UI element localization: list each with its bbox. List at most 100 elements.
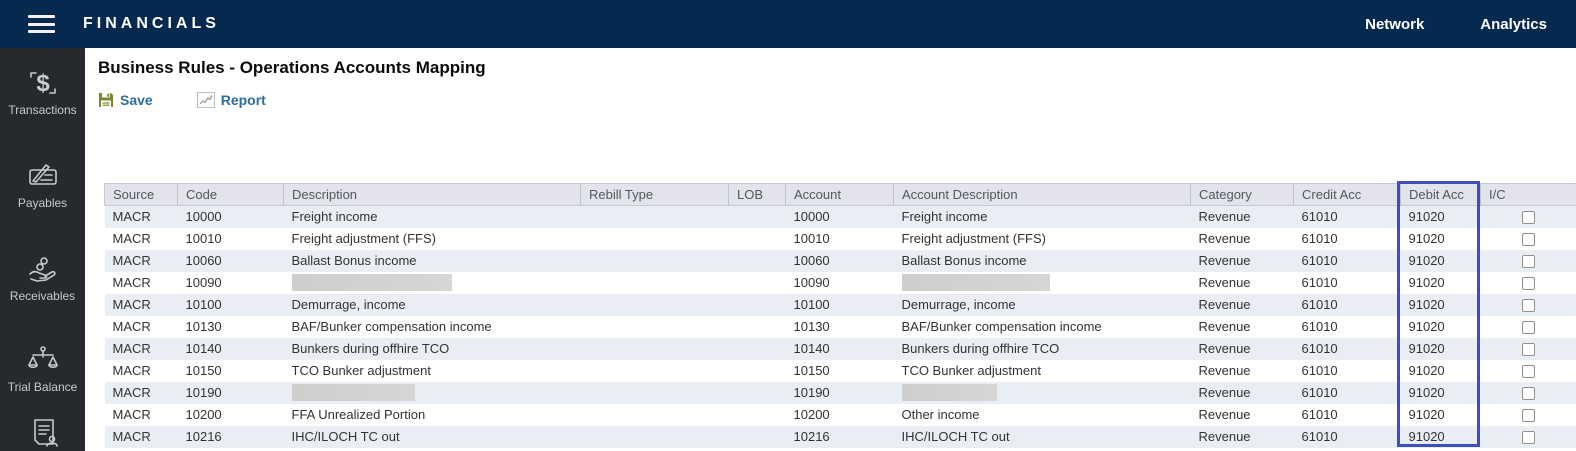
table-row[interactable]: MACR 10190 10190 Revenue 61010 91020 — [104, 381, 1576, 404]
cell-account-description: BAF/Bunker compensation income — [901, 319, 1102, 334]
accounts-mapping-table-wrap: Source Code Description Rebill Type LOB Accou… — [104, 181, 1576, 448]
cell-account: 10150 — [793, 363, 830, 378]
cell-account-description: Demurrage, income — [901, 297, 1016, 312]
ic-checkbox[interactable] — [1522, 299, 1535, 313]
table-row[interactable]: MACR 10010 Freight adjustment (FFS) 10010 Fr… — [104, 227, 1576, 250]
cell-source: MACR — [112, 429, 151, 444]
table-row[interactable]: MACR 10060 Ballast Bonus income 10060 Ballas… — [104, 249, 1576, 272]
table-row[interactable]: MACR 10216 IHC/ILOCH TC out 10216 IHC/ILOCH … — [104, 425, 1576, 448]
cell-debit-acc: 91020 — [1408, 253, 1445, 268]
ic-checkbox[interactable] — [1522, 431, 1535, 445]
redacted-value — [291, 384, 415, 402]
cell-category: Revenue — [1198, 209, 1251, 225]
cell-code: 10150 — [185, 363, 222, 378]
cell-lob — [729, 294, 786, 316]
table-row[interactable]: MACR 10090 10090 Revenue 61010 91020 — [104, 271, 1576, 294]
column-header-lob[interactable]: LOB — [728, 183, 786, 206]
nav-network[interactable]: Network — [1365, 15, 1425, 33]
column-header-debit-acc[interactable]: Debit Acc — [1400, 183, 1481, 206]
hamburger-icon[interactable] — [28, 15, 55, 33]
document-person-icon — [27, 418, 59, 448]
table-row[interactable]: MACR 10000 Freight income 10000 Freight inco… — [104, 205, 1576, 228]
cell-code: 10060 — [185, 253, 222, 268]
cell-account: 10140 — [793, 341, 830, 356]
cell-lob — [729, 228, 786, 250]
cell-credit-acc: 61010 — [1301, 253, 1338, 268]
column-header-category[interactable]: Category — [1190, 183, 1294, 206]
cell-lob — [729, 360, 786, 382]
report-button[interactable]: Report — [196, 92, 266, 108]
cell-debit-acc: 91020 — [1408, 385, 1445, 400]
cell-code: 10130 — [185, 319, 222, 334]
cell-ic — [1481, 316, 1576, 338]
column-header-code[interactable]: Code — [177, 183, 284, 206]
cell-rebill-type — [581, 382, 729, 404]
app-title: FINANCIALS — [83, 15, 220, 32]
ic-checkbox[interactable] — [1522, 365, 1535, 379]
cell-credit-acc: 61010 — [1301, 429, 1338, 444]
redacted-value — [901, 274, 1050, 292]
cell-ic — [1481, 250, 1576, 272]
table-row[interactable]: MACR 10140 Bunkers during offhire TCO 10140… — [104, 337, 1576, 360]
ic-checkbox[interactable] — [1522, 321, 1535, 335]
cell-account: 10190 — [793, 385, 830, 400]
cell-ic — [1481, 404, 1576, 426]
nav-analytics[interactable]: Analytics — [1480, 15, 1547, 33]
cell-ic — [1481, 360, 1576, 382]
cell-source: MACR — [112, 209, 151, 225]
column-header-description[interactable]: Description — [283, 183, 581, 206]
sidebar-item-label: Trial Balance — [7, 380, 78, 394]
table-row[interactable]: MACR 10150 TCO Bunker adjustment 10150 TCO B… — [104, 359, 1576, 382]
column-header-account-description[interactable]: Account Description — [893, 183, 1191, 206]
main-content: Business Rules - Operations Accounts Map… — [85, 48, 1576, 451]
cell-source: MACR — [112, 275, 151, 290]
cell-rebill-type — [581, 250, 729, 272]
ic-checkbox[interactable] — [1522, 387, 1535, 401]
floppy-disk-icon — [98, 92, 114, 108]
cell-debit-acc: 91020 — [1408, 209, 1445, 225]
column-header-account[interactable]: Account — [785, 183, 894, 206]
ic-checkbox[interactable] — [1522, 233, 1535, 247]
column-header-source[interactable]: Source — [104, 183, 178, 206]
cell-credit-acc: 61010 — [1301, 341, 1338, 356]
column-header-rebill-type[interactable]: Rebill Type — [580, 183, 729, 206]
cell-rebill-type — [581, 338, 729, 360]
cell-lob — [729, 426, 786, 448]
ic-checkbox[interactable] — [1522, 277, 1535, 291]
table-row[interactable]: MACR 10130 BAF/Bunker compensation income 1… — [104, 315, 1576, 338]
ic-checkbox[interactable] — [1522, 409, 1535, 423]
sidebar-item-payables[interactable]: Payables — [4, 161, 82, 210]
save-button-label: Save — [120, 92, 153, 108]
cell-ic — [1481, 382, 1576, 404]
cell-source: MACR — [112, 341, 151, 356]
cell-description: Bunkers during offhire TCO — [291, 341, 450, 356]
save-button[interactable]: Save — [98, 92, 153, 108]
cell-code: 10200 — [185, 407, 222, 422]
cell-code: 10090 — [185, 275, 222, 290]
table-row[interactable]: MACR 10100 Demurrage, income 10100 Demurrage… — [104, 293, 1576, 316]
sidebar-item-trial-balance[interactable]: Trial Balance — [4, 345, 82, 394]
cell-account-description: Freight income — [901, 209, 988, 225]
column-header-credit-acc[interactable]: Credit Acc — [1293, 183, 1401, 206]
cell-account: 10130 — [793, 319, 830, 334]
hand-coins-icon — [27, 254, 59, 284]
cell-credit-acc: 61010 — [1301, 275, 1338, 290]
cell-credit-acc: 61010 — [1301, 209, 1338, 225]
table-row[interactable]: MACR 10200 FFA Unrealized Portion 10200 Othe… — [104, 403, 1576, 426]
ic-checkbox[interactable] — [1522, 211, 1535, 225]
ic-checkbox[interactable] — [1522, 255, 1535, 269]
top-bar: FINANCIALS Network Analytics — [0, 0, 1576, 48]
sidebar-item-receivables[interactable]: Receivables — [4, 254, 82, 303]
column-header-i-c[interactable]: I/C — [1480, 183, 1576, 206]
cell-category: Revenue — [1198, 231, 1251, 246]
cell-account-description: IHC/ILOCH TC out — [901, 429, 1010, 444]
dollar-transfer-icon: $ — [27, 68, 59, 98]
cell-category: Revenue — [1198, 275, 1251, 290]
cell-description: Freight income — [291, 209, 378, 225]
cell-account: 10000 — [793, 209, 830, 225]
top-nav: Network Analytics — [1365, 16, 1547, 33]
cell-debit-acc: 91020 — [1408, 319, 1445, 334]
ic-checkbox[interactable] — [1522, 343, 1535, 357]
sidebar-item-statements[interactable] — [4, 418, 82, 451]
sidebar-item-transactions[interactable]: $ Transactions — [4, 68, 82, 117]
